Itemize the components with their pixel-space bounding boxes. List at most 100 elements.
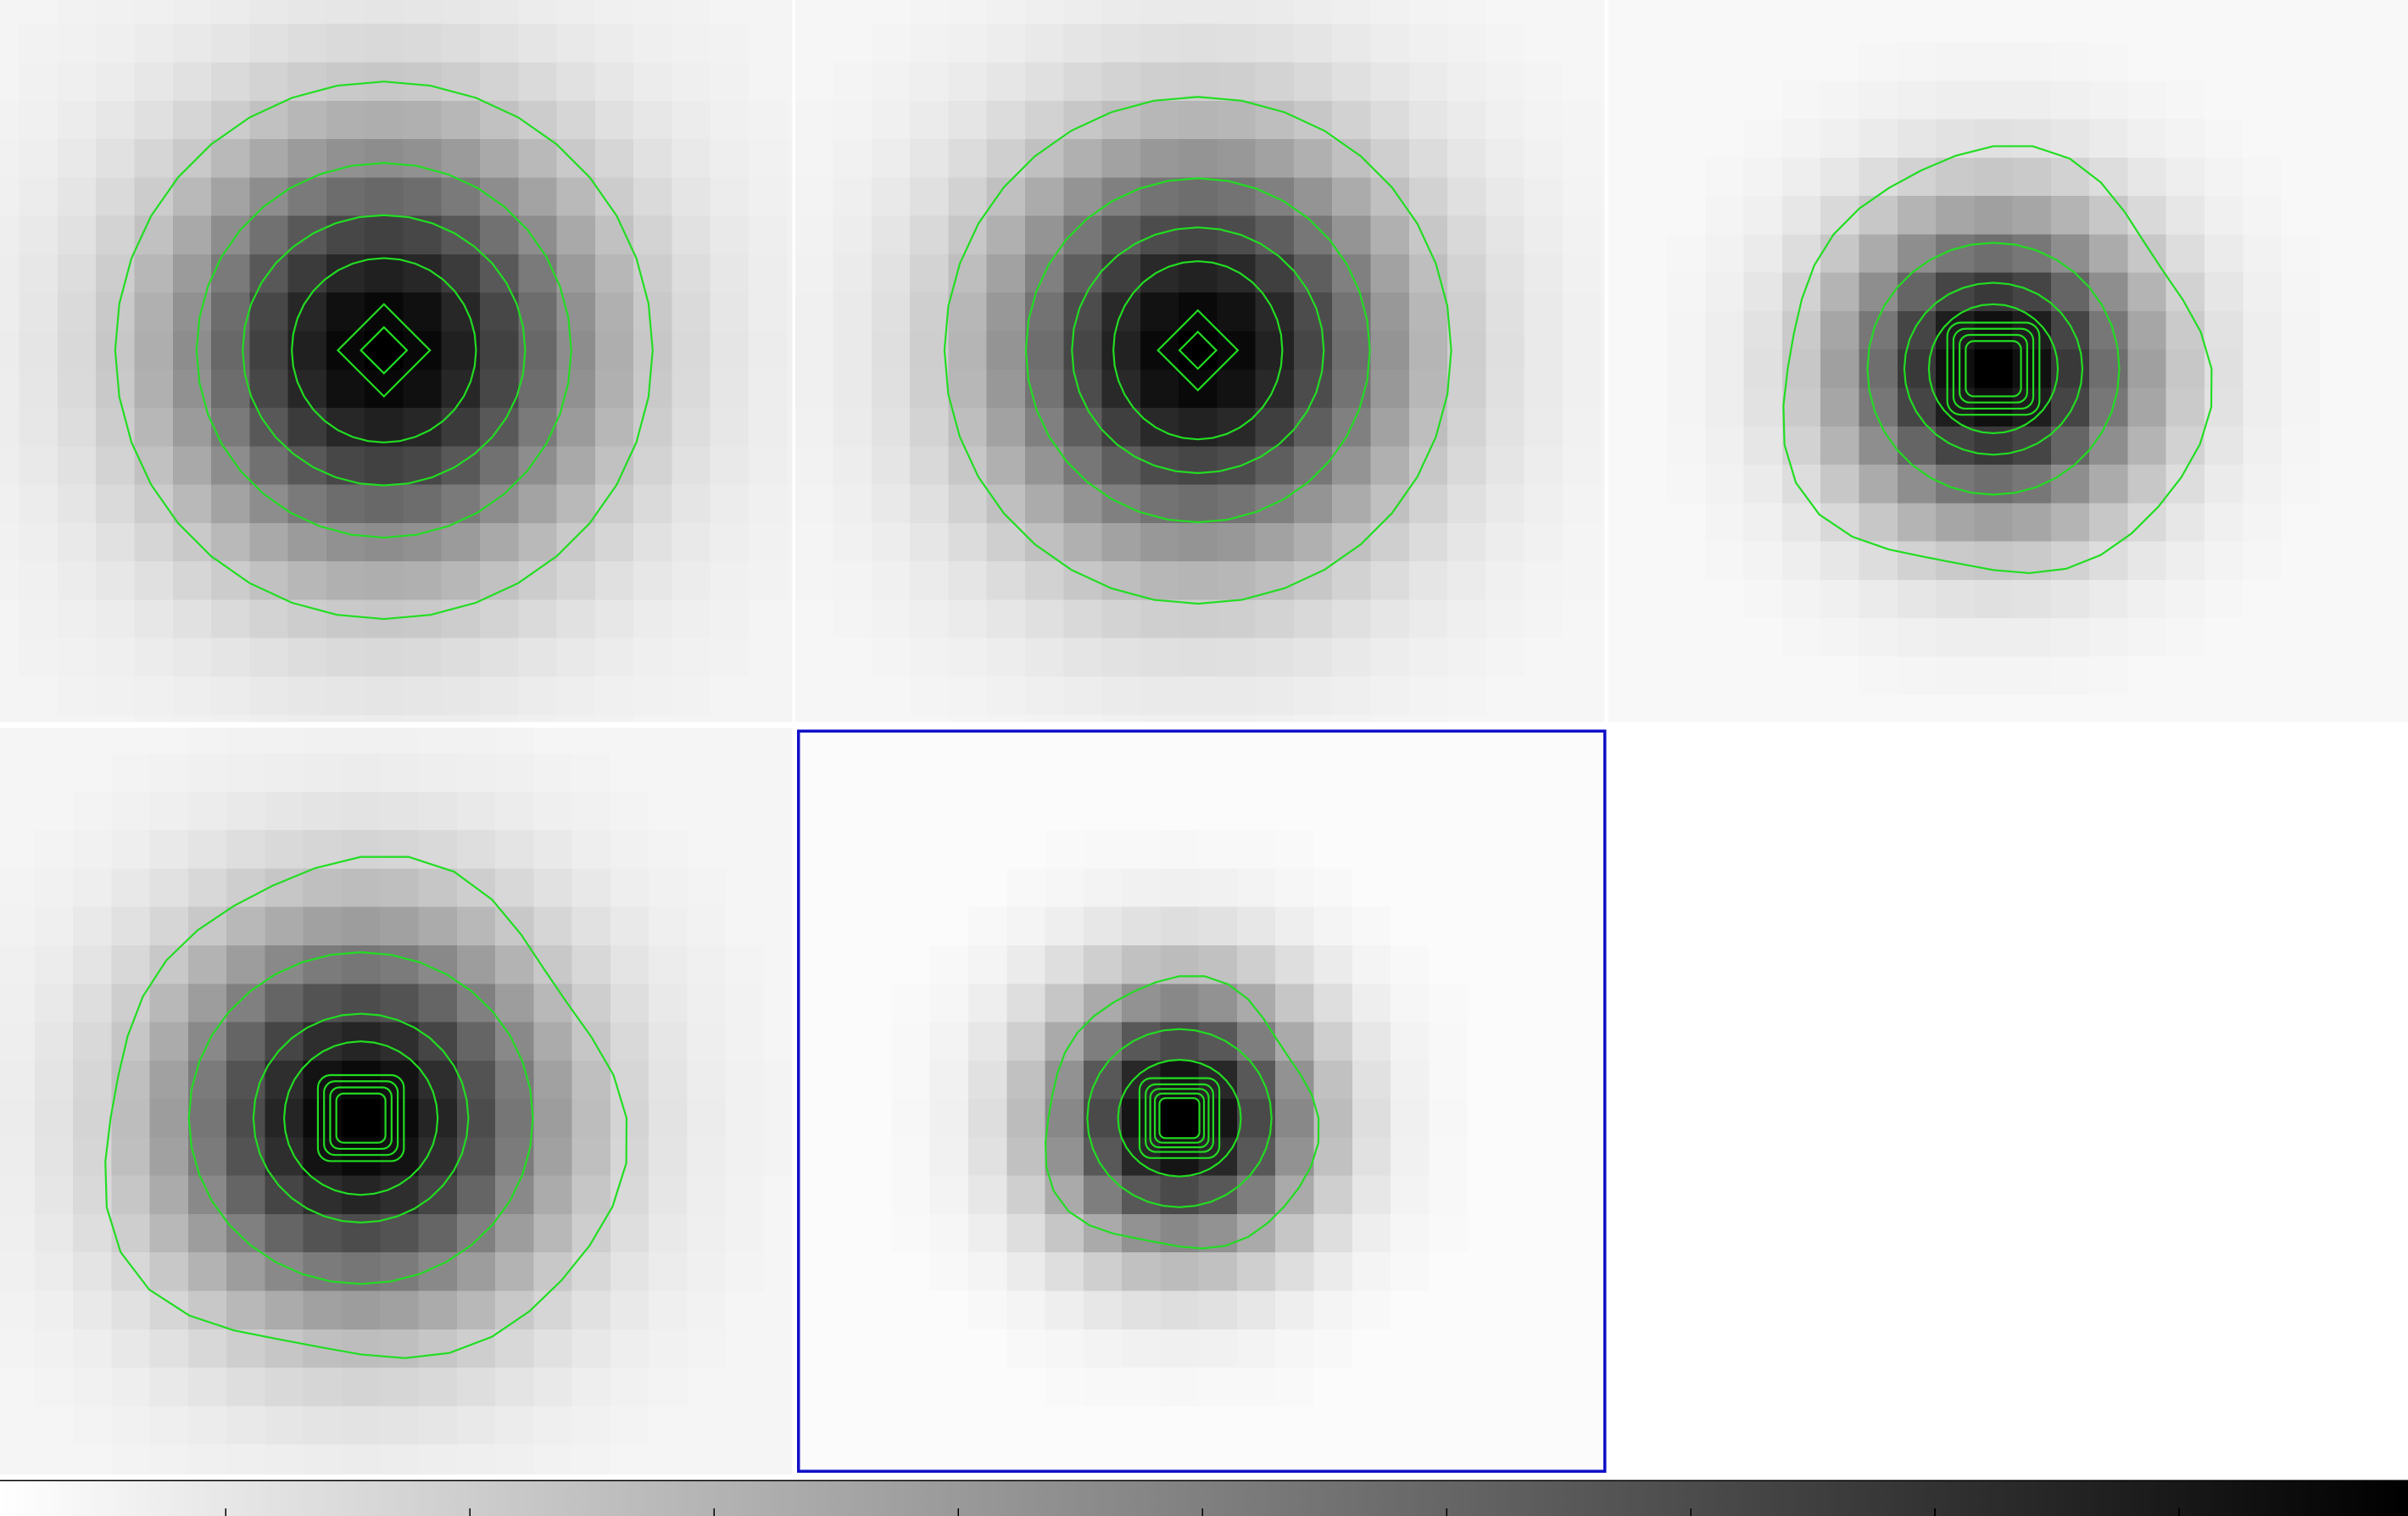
pixel <box>649 868 688 907</box>
pixel <box>265 868 304 907</box>
pixel <box>2089 196 2128 235</box>
pixel <box>111 1368 150 1407</box>
pixel <box>1485 369 1525 409</box>
pixel <box>34 984 74 1023</box>
pixel <box>1705 426 1744 465</box>
pixel <box>134 0 173 25</box>
pixel <box>594 408 634 447</box>
pixel <box>34 906 74 945</box>
pixel <box>1293 522 1333 562</box>
pixel <box>1705 310 1744 350</box>
pixel <box>1313 1060 1352 1100</box>
pixel <box>1974 42 2013 81</box>
pixel <box>1820 310 1859 350</box>
pixel <box>1024 677 1064 716</box>
pixel <box>556 62 595 101</box>
pixel <box>456 1099 496 1138</box>
pixel <box>326 638 365 677</box>
pixel <box>556 484 595 523</box>
pixel <box>96 369 135 409</box>
pixel <box>533 1060 572 1100</box>
pixel <box>633 215 672 254</box>
pixel <box>633 62 672 101</box>
pixel <box>226 984 265 1023</box>
pixel <box>365 331 404 370</box>
pixel <box>871 215 911 254</box>
pixel <box>1236 1099 1276 1138</box>
pixel <box>341 1368 381 1407</box>
pixel <box>687 1329 726 1368</box>
pixel <box>795 408 833 447</box>
pixel <box>211 484 250 523</box>
contour-line <box>336 303 432 398</box>
pixel <box>480 369 519 409</box>
pixel <box>211 215 250 254</box>
pixel <box>380 1060 419 1100</box>
pixel <box>1101 446 1140 485</box>
pixel <box>326 0 365 25</box>
pixel <box>986 408 1025 447</box>
pixel <box>249 446 288 485</box>
pixel <box>687 1137 726 1176</box>
pixel <box>2050 618 2090 657</box>
pixel <box>134 177 173 216</box>
pixel <box>1313 1099 1352 1138</box>
pixel <box>748 484 788 523</box>
pixel <box>610 945 649 984</box>
pixel <box>1198 1022 1237 1061</box>
pixel <box>594 599 634 638</box>
pixel <box>1217 331 1256 370</box>
pixel <box>1705 196 1744 235</box>
pixel <box>1198 1252 1237 1291</box>
pixel <box>910 24 949 63</box>
pixel <box>34 868 74 907</box>
pixel <box>1429 1099 1468 1138</box>
pixel <box>111 753 150 792</box>
pixel <box>441 677 481 716</box>
pixel <box>571 868 610 907</box>
pixel <box>2166 579 2205 619</box>
pixel <box>1820 426 1859 465</box>
colorbar-ticks <box>225 1508 2181 1516</box>
pixel <box>2089 656 2128 695</box>
pixel <box>1781 503 1821 542</box>
pixel <box>96 561 135 600</box>
pixel <box>0 561 20 600</box>
pixel <box>1601 293 1605 332</box>
pixel <box>948 100 987 140</box>
pixel <box>2166 157 2205 197</box>
pixel <box>149 753 188 792</box>
pixel <box>403 331 442 370</box>
pixel <box>418 1060 457 1100</box>
pixel <box>1781 81 1821 120</box>
pixel <box>1408 561 1448 600</box>
pixel <box>134 293 173 332</box>
pixel <box>19 599 58 638</box>
pixel <box>2243 349 2282 388</box>
pixel <box>672 177 711 216</box>
pixel <box>1974 579 2013 619</box>
pixel <box>833 139 872 178</box>
pixel <box>249 561 288 600</box>
pixel <box>1447 177 1486 216</box>
pixel <box>518 677 557 716</box>
pixel <box>2050 234 2090 273</box>
pixel <box>1352 1252 1391 1291</box>
pixel <box>1859 618 1898 657</box>
pixel <box>571 753 610 792</box>
pixel <box>1897 503 1937 542</box>
pixel <box>1217 293 1256 332</box>
pixel <box>187 906 227 945</box>
pixel <box>1743 465 1782 504</box>
pixel <box>303 791 342 831</box>
pixel <box>1006 1175 1045 1214</box>
pixel <box>380 868 419 907</box>
pixel <box>986 24 1025 63</box>
contour-line <box>1903 281 2084 456</box>
pixel <box>594 177 634 216</box>
pixel <box>2012 349 2051 388</box>
pixel <box>1429 1175 1468 1214</box>
pixel <box>1743 579 1782 619</box>
pixel <box>1429 1060 1468 1100</box>
pixel <box>380 830 419 869</box>
